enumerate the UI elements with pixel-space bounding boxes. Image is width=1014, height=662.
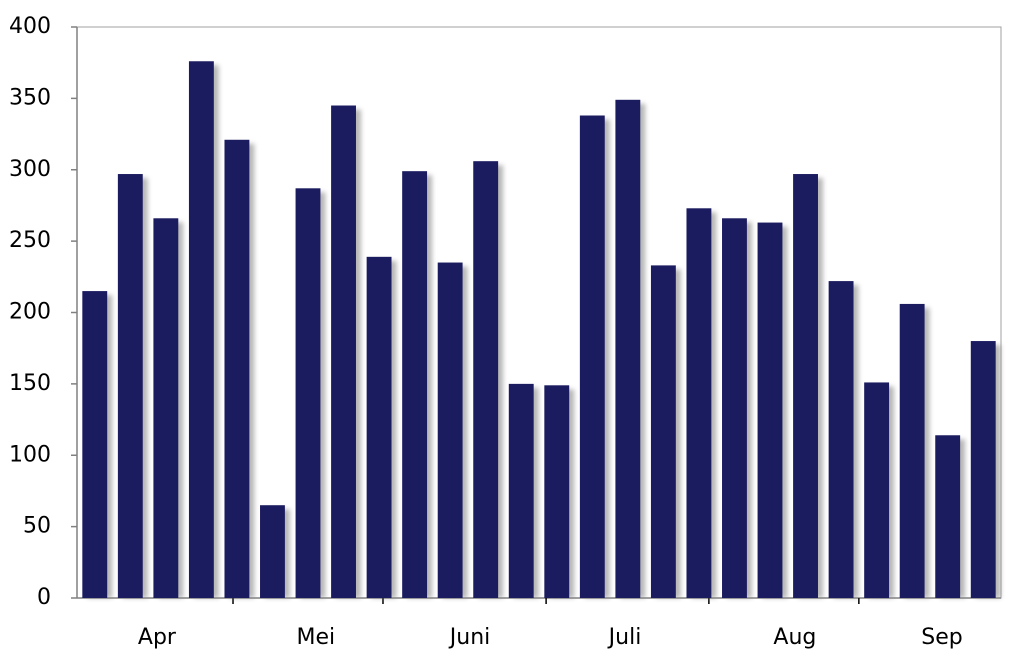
bar [722, 218, 747, 598]
bar [970, 341, 996, 598]
bar [117, 174, 143, 598]
bar [295, 188, 321, 598]
bar [686, 208, 712, 599]
bar [828, 281, 854, 598]
bar [224, 139, 250, 598]
bar [899, 303, 925, 598]
y-tick-label: 250 [9, 228, 51, 253]
y-tick-label: 300 [9, 157, 51, 182]
bar [615, 99, 641, 599]
bar [188, 61, 214, 598]
x-tick-label: Mei [296, 625, 335, 650]
bar [508, 383, 534, 598]
x-tick-label: Juni [448, 625, 491, 650]
x-tick-label: Juli [607, 625, 642, 650]
y-tick-label: 150 [9, 371, 51, 396]
y-tick-label: 50 [23, 514, 51, 539]
bar [437, 262, 463, 598]
bar [650, 265, 676, 598]
y-tick-label: 0 [37, 585, 51, 610]
bar [544, 385, 570, 598]
bar [402, 171, 428, 599]
bar [153, 218, 179, 598]
bar [793, 174, 818, 598]
bar [82, 291, 108, 598]
bar [331, 105, 356, 598]
bar [935, 435, 961, 598]
bar [473, 161, 499, 598]
bar [757, 222, 783, 598]
bar [579, 115, 605, 598]
y-tick-label: 200 [9, 300, 51, 325]
bar [366, 256, 392, 598]
x-tick-label: Apr [138, 625, 177, 650]
bar [864, 382, 890, 598]
bar [260, 505, 285, 598]
y-tick-label: 400 [9, 14, 51, 39]
y-tick-label: 100 [9, 442, 51, 467]
y-tick-label: 350 [9, 85, 51, 110]
x-tick-label: Aug [773, 625, 816, 650]
x-tick-label: Sep [921, 625, 962, 650]
